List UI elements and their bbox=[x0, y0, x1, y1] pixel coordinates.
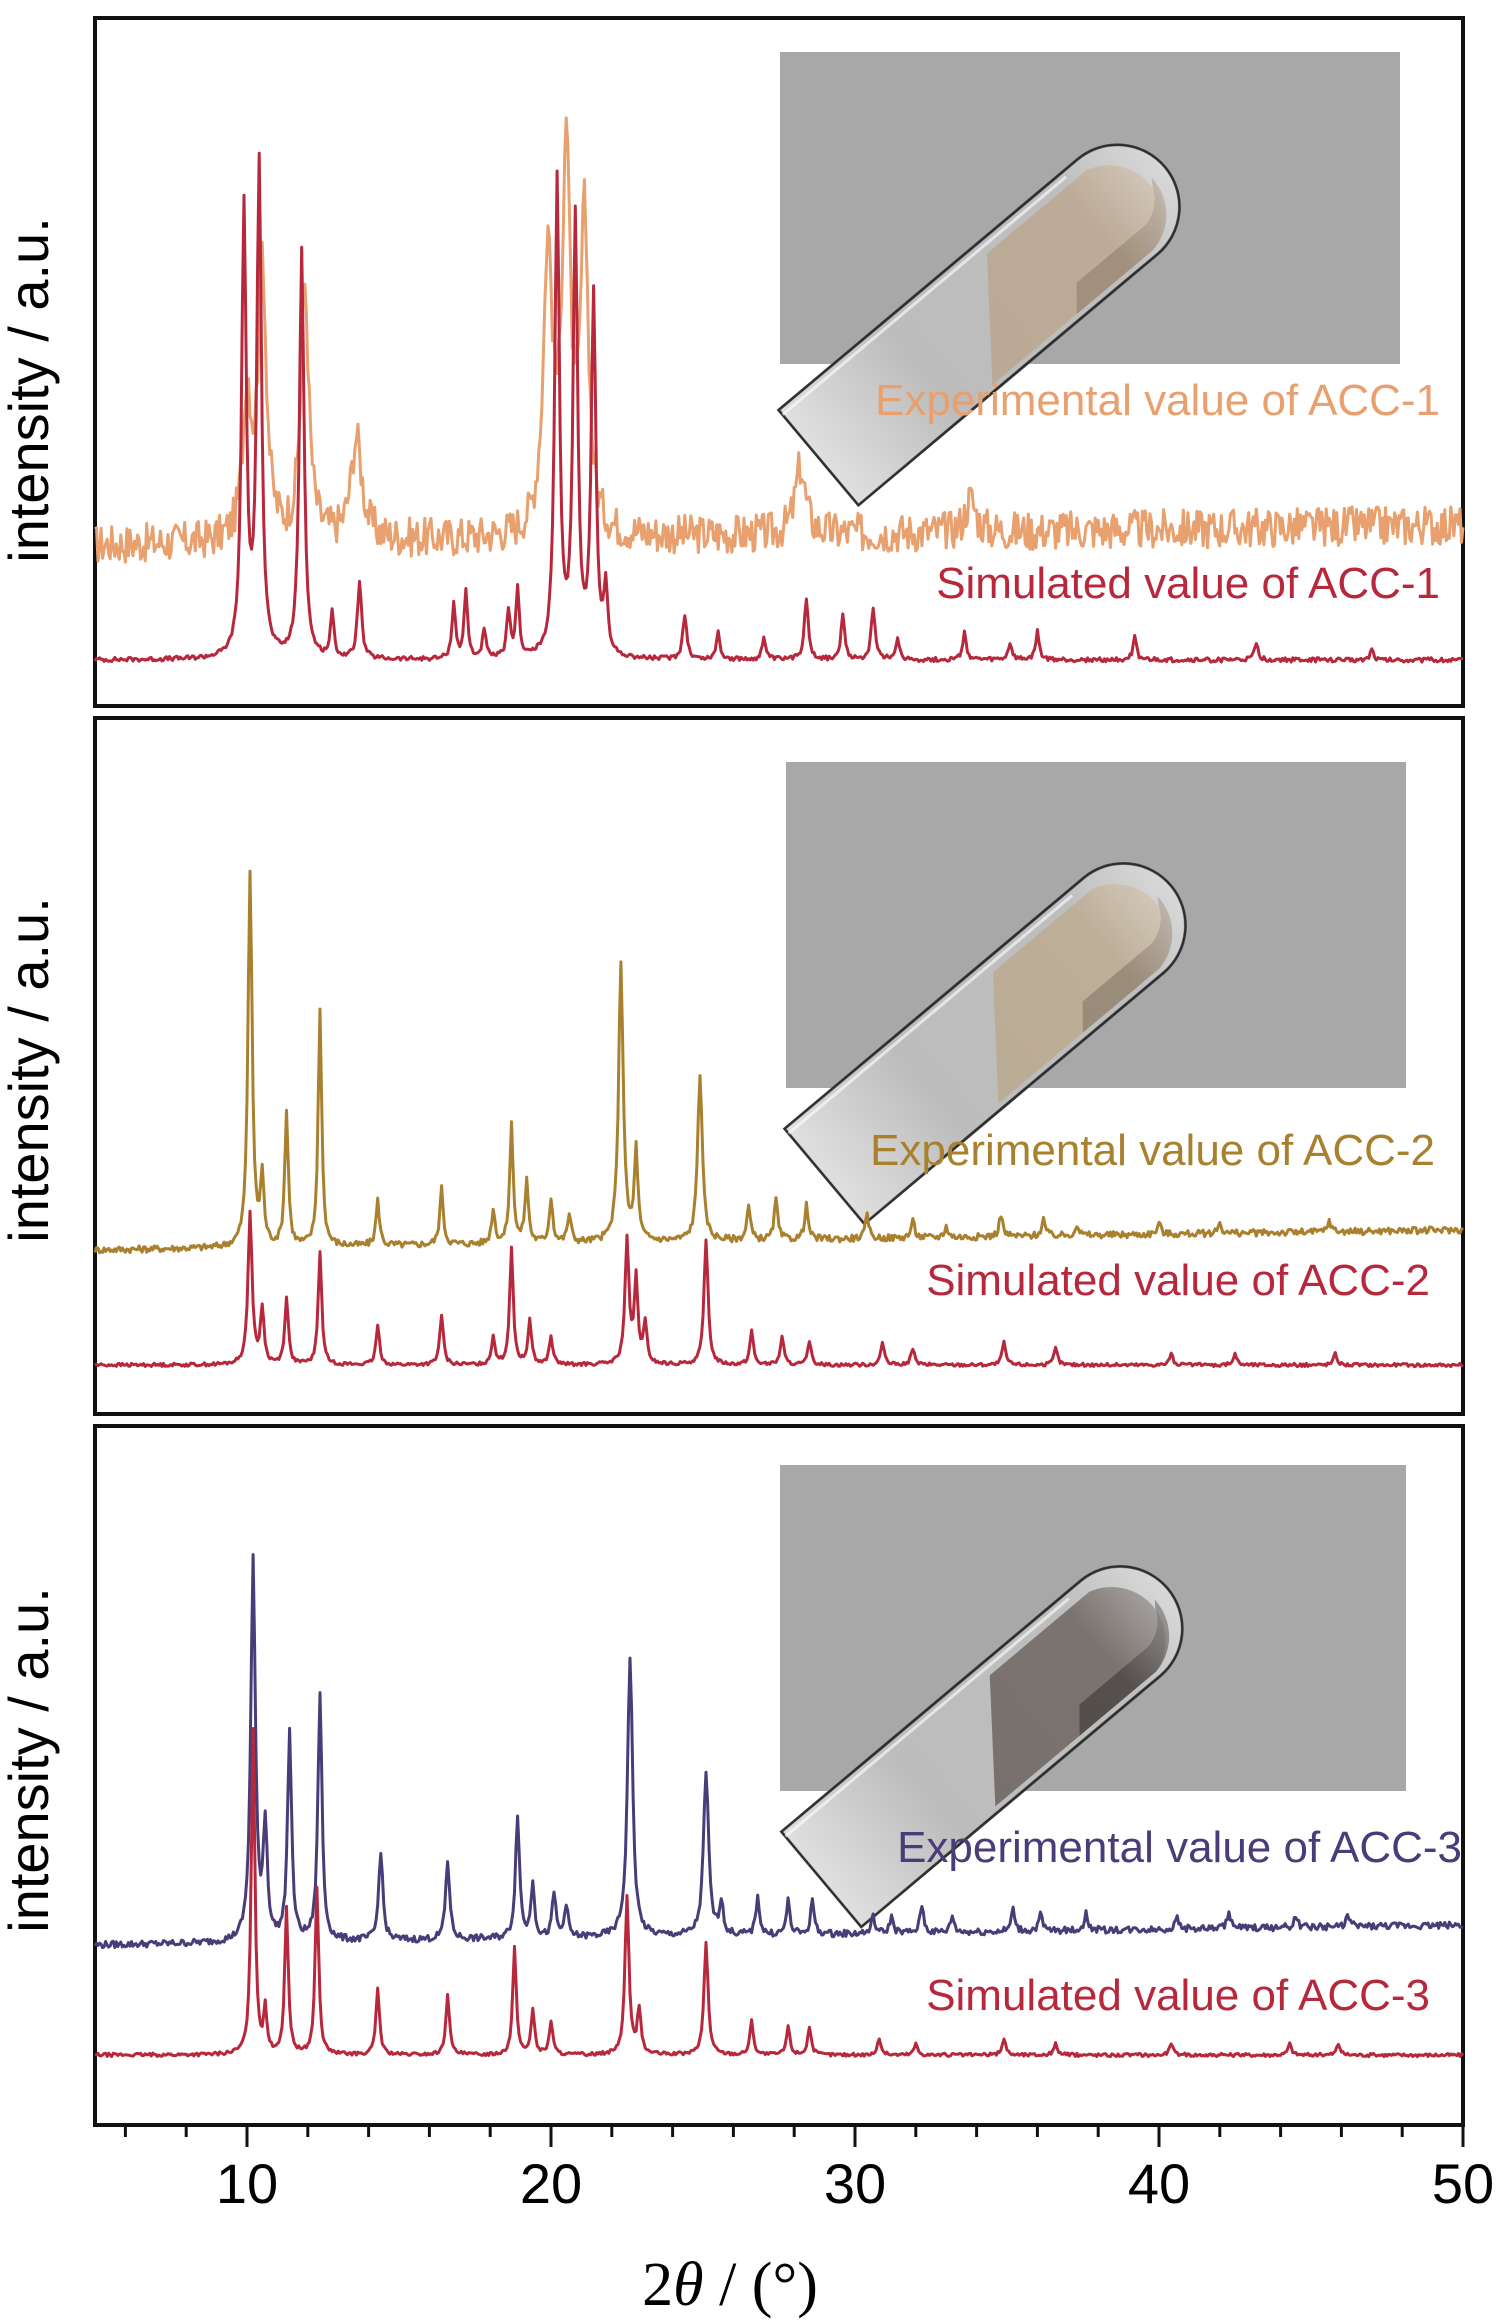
panel-frame bbox=[93, 716, 1465, 1416]
panel-ACC-3: intensity / a.u. Experimental value of AC… bbox=[0, 1424, 1465, 2127]
panel-frame bbox=[93, 1424, 1465, 2127]
x-tick-label: 20 bbox=[520, 2152, 582, 2215]
simulated-series-label: Simulated value of ACC-2 bbox=[926, 1256, 1430, 1305]
experimental-series-line bbox=[94, 116, 1465, 564]
simulated-series-line bbox=[94, 1209, 1464, 1369]
simulated-series-line bbox=[93, 151, 1464, 664]
test-tube bbox=[779, 1565, 1184, 1929]
experimental-series-label: Experimental value of ACC-2 bbox=[870, 1126, 1435, 1175]
y-axis-label: intensity / a.u. bbox=[0, 217, 60, 563]
sample-tube-photo bbox=[776, 52, 1400, 508]
experimental-series-line bbox=[93, 869, 1464, 1255]
x-axis: 10 20 30 40 50 bbox=[123, 2125, 1494, 2215]
test-tube bbox=[776, 143, 1181, 508]
x-tick-label: 30 bbox=[824, 2152, 886, 2215]
x-axis-label: 2θ / (°) bbox=[642, 2251, 818, 2319]
y-axis-label: intensity / a.u. bbox=[0, 897, 60, 1243]
panel-ACC-2: intensity / a.u. Experimental value of AC… bbox=[0, 716, 1465, 1416]
y-axis-label: intensity / a.u. bbox=[0, 1587, 60, 1933]
panel-ACC-1: intensity / a.u. Experimental value of AC… bbox=[0, 16, 1465, 708]
x-tick-label: 10 bbox=[216, 2152, 278, 2215]
simulated-series-label: Simulated value of ACC-3 bbox=[926, 1971, 1430, 2020]
experimental-series-line bbox=[93, 1553, 1464, 1950]
x-tick-label: 50 bbox=[1432, 2152, 1494, 2215]
simulated-series-line bbox=[94, 1727, 1465, 2059]
test-tube bbox=[782, 862, 1187, 1226]
experimental-series-label: Experimental value of ACC-1 bbox=[875, 376, 1440, 425]
x-tick-label: 40 bbox=[1128, 2152, 1190, 2215]
experimental-series-label: Experimental value of ACC-3 bbox=[897, 1823, 1462, 1872]
panel-frame bbox=[93, 16, 1465, 708]
sample-tube-photo bbox=[779, 1465, 1406, 1929]
sample-tube-photo bbox=[782, 762, 1406, 1226]
simulated-series-label: Simulated value of ACC-1 bbox=[936, 559, 1440, 608]
